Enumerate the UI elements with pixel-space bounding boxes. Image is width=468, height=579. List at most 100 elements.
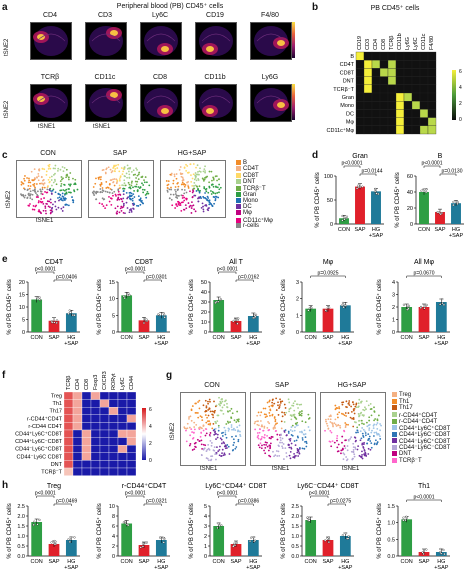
y-axis-label: % of PB CD45⁺ cells	[376, 279, 383, 335]
axis-label-tsne1: tSNE1	[342, 466, 360, 472]
data-point	[357, 185, 360, 189]
p-value-label: p<0.0001	[422, 161, 443, 167]
y-tick-label: 50	[201, 280, 207, 286]
heatmap-row-label: DC	[346, 111, 354, 117]
y-tick-label: 0	[330, 222, 333, 228]
bar	[435, 212, 445, 224]
p-value-label: p=0.0162	[238, 275, 259, 281]
y-tick-label: 3	[392, 293, 395, 299]
y-tick-label: 5	[22, 318, 25, 324]
heatmap-cell	[126, 467, 137, 476]
legend-label: r-CD44⁺CD4T	[399, 412, 438, 419]
panel-h-label: h	[2, 480, 9, 491]
axis-label-tsne1: tSNE1	[38, 124, 56, 130]
x-tick-label: SAP	[354, 227, 365, 233]
y-tick-label: 0.5	[291, 544, 299, 550]
legend-label: CD8T	[243, 172, 259, 179]
legend-swatch	[392, 398, 397, 404]
chart-title: Mφ	[323, 259, 334, 266]
data-point	[68, 540, 71, 543]
legend-swatch	[392, 450, 397, 456]
tsne-cluster-map	[160, 160, 226, 218]
data-point	[162, 541, 165, 544]
legend-swatch	[392, 405, 397, 410]
data-point	[341, 219, 344, 222]
legend-item: Mφ	[236, 210, 252, 216]
y-tick-label: 1.0	[291, 534, 299, 540]
data-point	[144, 541, 147, 545]
legend-swatch	[392, 425, 397, 431]
data-point	[442, 303, 445, 306]
y-tick-label: 20	[19, 280, 25, 286]
data-point	[422, 550, 426, 553]
x-tick-label: SAP	[48, 335, 59, 341]
data-point	[250, 536, 253, 539]
data-point	[439, 551, 442, 554]
y-axis-label: % of PB CD45⁺ cells	[188, 279, 195, 335]
data-point	[217, 522, 220, 525]
y-tick-label: 40	[407, 190, 413, 196]
x-tick-label: HG	[249, 335, 257, 341]
data-point	[36, 523, 39, 526]
data-point	[71, 314, 74, 317]
data-point	[347, 535, 350, 538]
y-tick-label: 0.0	[291, 554, 299, 560]
data-point	[220, 524, 223, 527]
x-tick-label: SAP	[230, 335, 241, 341]
heatmap-column-label: Ly6C	[413, 37, 419, 50]
chart-title: CD4T	[45, 259, 64, 266]
data-point	[343, 218, 346, 221]
data-point	[422, 552, 425, 556]
p-value-label: p=0.0386	[238, 499, 259, 505]
axis-label-tsne2: tSNE2	[6, 190, 12, 208]
data-point	[32, 523, 35, 526]
panel-f-label: f	[2, 370, 6, 381]
y-tick-label: 0.5	[17, 544, 25, 550]
x-tick-label: CON	[213, 335, 225, 341]
chart-title: B	[438, 153, 443, 160]
y-tick-label: 60	[407, 174, 413, 180]
x-tick-label: CON	[121, 559, 133, 565]
data-point	[456, 201, 459, 204]
legend-swatch	[392, 418, 397, 424]
y-tick-label: 2.0	[291, 514, 299, 520]
marker-title: CD19	[206, 12, 224, 19]
data-point	[159, 536, 162, 539]
legend-label: Gran	[243, 191, 257, 198]
data-point	[402, 303, 405, 306]
heatmap-row-label: CD11c⁺Mφ	[327, 127, 355, 134]
data-point	[35, 296, 39, 299]
p-value-label: p<0.0001	[35, 491, 56, 497]
colorbar-tick: 2	[149, 441, 152, 447]
data-point	[123, 297, 126, 300]
y-tick-label: 4	[112, 534, 115, 540]
y-tick-label: 1.5	[17, 524, 25, 530]
x-tick-label: +SAP	[246, 341, 261, 347]
data-point	[442, 548, 445, 552]
tsne-expression-map	[30, 22, 72, 60]
heatmap-column-label: CD4	[75, 379, 81, 390]
data-point	[248, 540, 252, 543]
data-point	[423, 307, 426, 310]
y-tick-label: 10	[109, 297, 115, 303]
data-point	[122, 295, 125, 298]
chart-title: Th1	[418, 483, 430, 490]
heatmap-column-label: CD11c	[421, 33, 427, 50]
x-tick-label: CON	[401, 335, 413, 341]
marker-title: Ly6C	[151, 12, 169, 19]
y-tick-label: 3	[204, 524, 207, 530]
data-point	[402, 519, 405, 522]
x-tick-label: +SAP	[64, 341, 79, 347]
tsne-expression-map	[195, 22, 237, 60]
data-point	[232, 320, 235, 323]
panel-b-title: PB CD45⁺ cells	[370, 5, 420, 12]
y-tick-label: 50	[327, 198, 333, 204]
y-tick-label: 2.0	[17, 514, 25, 520]
bar	[31, 299, 43, 332]
data-point	[425, 191, 428, 194]
bar	[230, 544, 242, 556]
data-point	[232, 545, 235, 548]
data-point	[68, 309, 71, 312]
data-point	[254, 313, 258, 316]
marker-title: CD11c	[94, 74, 116, 81]
